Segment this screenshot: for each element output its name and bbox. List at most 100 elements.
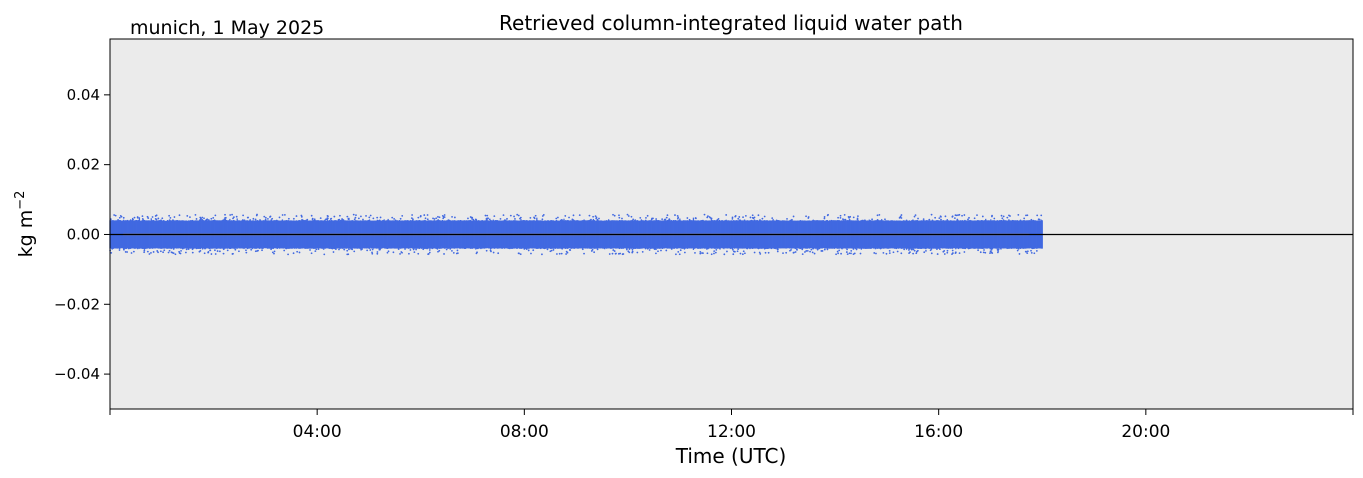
scatter-point bbox=[847, 215, 850, 218]
scatter-point bbox=[203, 217, 205, 220]
scatter-point bbox=[246, 216, 249, 219]
scatter-point bbox=[271, 217, 274, 220]
scatter-point bbox=[275, 219, 278, 222]
scatter-point bbox=[433, 218, 436, 220]
scatter-point bbox=[967, 247, 970, 250]
scatter-point bbox=[223, 247, 225, 249]
scatter-point bbox=[843, 213, 846, 216]
scatter-point bbox=[529, 216, 532, 219]
scatter-point bbox=[656, 221, 659, 223]
scatter-point bbox=[399, 252, 401, 255]
scatter-point bbox=[744, 214, 747, 217]
scatter-point bbox=[379, 216, 382, 219]
scatter-point bbox=[928, 218, 931, 221]
scatter-point bbox=[848, 219, 851, 221]
scatter-point bbox=[678, 253, 681, 256]
scatter-point bbox=[694, 252, 696, 254]
scatter-point bbox=[1026, 252, 1029, 255]
scatter-point bbox=[261, 249, 263, 252]
scatter-point bbox=[183, 221, 185, 224]
scatter-point bbox=[556, 253, 558, 255]
scatter-point bbox=[648, 249, 651, 251]
scatter-point bbox=[1036, 214, 1039, 217]
scatter-point bbox=[789, 249, 791, 252]
scatter-point bbox=[201, 216, 204, 219]
scatter-point bbox=[438, 249, 441, 252]
scatter-point bbox=[839, 217, 842, 219]
scatter-point bbox=[306, 218, 309, 221]
scatter-point bbox=[451, 250, 453, 252]
scatter-point bbox=[199, 221, 202, 224]
scatter-point bbox=[627, 250, 630, 253]
scatter-point bbox=[139, 246, 142, 249]
scatter-point bbox=[409, 220, 412, 223]
scatter-point bbox=[985, 246, 988, 248]
scatter-point bbox=[445, 221, 448, 223]
scatter-point bbox=[428, 251, 431, 254]
scatter-point bbox=[175, 220, 178, 223]
scatter-point bbox=[1019, 219, 1022, 222]
scatter-point bbox=[534, 214, 537, 217]
scatter-point bbox=[859, 252, 862, 255]
scatter-point bbox=[263, 215, 266, 218]
scatter-point bbox=[716, 219, 719, 221]
scatter-point bbox=[581, 248, 584, 251]
scatter-point bbox=[792, 215, 795, 218]
scatter-point bbox=[583, 252, 585, 255]
scatter-point bbox=[231, 253, 234, 255]
scatter-point bbox=[532, 249, 535, 252]
scatter-point bbox=[826, 248, 829, 251]
scatter-point bbox=[739, 252, 742, 255]
scatter-point bbox=[899, 216, 902, 219]
scatter-point bbox=[1016, 249, 1019, 252]
scatter-point bbox=[593, 219, 595, 222]
scatter-point bbox=[257, 249, 259, 252]
scatter-point bbox=[152, 251, 155, 253]
scatter-point bbox=[569, 249, 572, 251]
scatter-point bbox=[319, 217, 322, 220]
scatter-point bbox=[962, 246, 965, 249]
scatter-point bbox=[735, 246, 738, 249]
y-tick-label: −0.04 bbox=[54, 365, 100, 383]
scatter-point bbox=[613, 214, 616, 217]
scatter-point bbox=[519, 217, 521, 220]
scatter-point bbox=[951, 215, 954, 218]
scatter-point bbox=[327, 221, 330, 224]
scatter-point bbox=[936, 253, 939, 255]
scatter-point bbox=[222, 252, 225, 255]
scatter-point bbox=[1038, 218, 1041, 221]
scatter-point bbox=[148, 253, 151, 255]
scatter-point bbox=[805, 250, 808, 252]
scatter-point bbox=[675, 253, 677, 256]
scatter-point bbox=[298, 251, 301, 254]
scatter-point bbox=[997, 250, 1000, 252]
scatter-point bbox=[884, 218, 886, 221]
scatter-point bbox=[273, 252, 275, 255]
scatter-point bbox=[270, 219, 273, 221]
scatter-point bbox=[1024, 250, 1027, 253]
scatter-point bbox=[419, 214, 422, 217]
scatter-point bbox=[618, 214, 620, 217]
scatter-point bbox=[763, 215, 766, 218]
scatter-point bbox=[710, 219, 713, 221]
scatter-point bbox=[651, 246, 654, 249]
scatter-point bbox=[786, 218, 788, 220]
scatter-point bbox=[666, 214, 669, 217]
scatter-point bbox=[851, 221, 854, 223]
scatter-point bbox=[207, 219, 210, 221]
scatter-point bbox=[741, 253, 744, 256]
scatter-point bbox=[608, 253, 611, 255]
scatter-point bbox=[811, 251, 814, 254]
scatter-point bbox=[264, 216, 267, 219]
scatter-point bbox=[313, 220, 316, 222]
scatter-point bbox=[645, 216, 647, 219]
scatter-point bbox=[908, 252, 910, 255]
scatter-point bbox=[605, 246, 608, 249]
scatter-point bbox=[162, 251, 165, 254]
scatter-point bbox=[285, 247, 288, 250]
scatter-point bbox=[527, 249, 530, 252]
scatter-point bbox=[999, 219, 1001, 222]
scatter-point bbox=[850, 249, 853, 252]
scatter-point bbox=[840, 252, 842, 255]
scatter-point bbox=[821, 250, 824, 252]
